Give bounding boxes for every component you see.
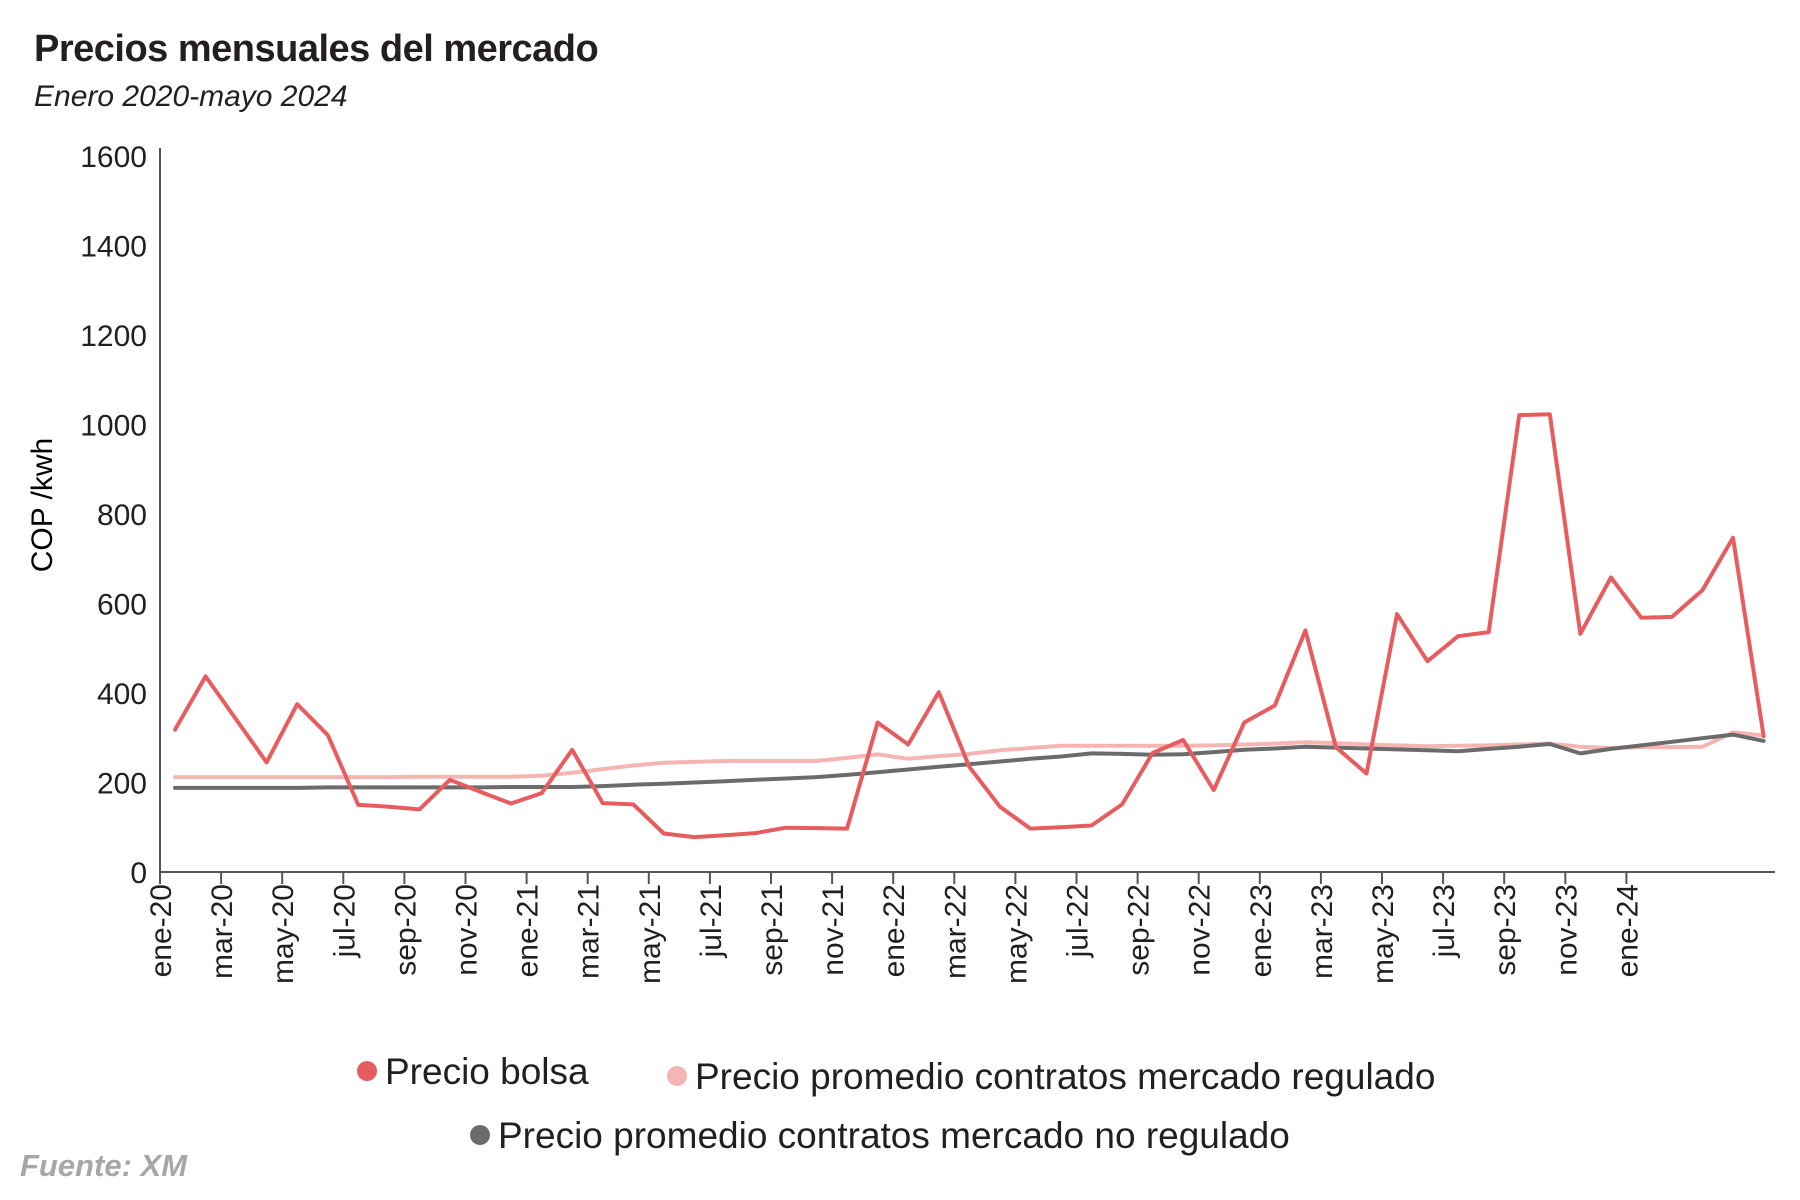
x-tick-label: may-21 — [634, 884, 667, 984]
x-tick-label: jul-20 — [328, 884, 361, 958]
x-tick-label: sep-23 — [1489, 884, 1522, 976]
x-tick-label: ene-22 — [878, 884, 911, 977]
legend-item-bolsa: Precio bolsa — [357, 1051, 589, 1092]
y-tick-label: 0 — [130, 857, 147, 890]
x-tick-label: ene-23 — [1245, 884, 1278, 977]
legend-marker-regulado — [667, 1066, 687, 1086]
series-line-bolsa — [173, 412, 1766, 840]
source-note: Fuente: XM — [20, 1148, 188, 1183]
legend-marker-bolsa — [357, 1061, 377, 1081]
x-tick-label: jul-21 — [695, 884, 728, 958]
chart-title: Precios mensuales del mercado — [34, 28, 599, 70]
x-tick-label: mar-22 — [939, 884, 972, 979]
legend: Precio bolsa Precio promedio contratos m… — [357, 1051, 1435, 1156]
x-tick-label: ene-24 — [1611, 884, 1644, 977]
x-tick-label: mar-23 — [1306, 884, 1339, 979]
x-tick-label: sep-20 — [389, 884, 422, 976]
legend-item-no-regulado: Precio promedio contratos mercado no reg… — [470, 1115, 1290, 1156]
x-tick-label: ene-21 — [512, 884, 545, 977]
x-tick-label: mar-20 — [206, 884, 239, 979]
x-tick-label: nov-21 — [817, 884, 850, 976]
y-tick-label: 200 — [97, 768, 147, 801]
x-tick-label: may-23 — [1367, 884, 1400, 984]
y-tick-label: 400 — [97, 678, 147, 711]
y-tick-label: 1000 — [80, 410, 147, 443]
y-tick-label: 1200 — [80, 320, 147, 353]
y-tick-label: 800 — [97, 499, 147, 532]
x-tick-label: jul-22 — [1062, 884, 1095, 958]
x-axis: ene-20 mar-20 may-20 jul-20 sep-20 nov-20 ene-… — [145, 871, 1775, 984]
x-tick-label: jul-23 — [1428, 884, 1461, 958]
y-tick-label: 1600 — [80, 141, 147, 174]
x-tick-label: may-22 — [1000, 884, 1033, 984]
y-axis-title: COP /kwh — [26, 438, 59, 573]
series-line-regulado — [173, 730, 1766, 780]
x-tick-label: ene-20 — [145, 884, 178, 977]
legend-label-no-regulado: Precio promedio contratos mercado no reg… — [498, 1115, 1290, 1156]
chart-subtitle: Enero 2020-mayo 2024 — [34, 80, 348, 113]
y-tick-label: 600 — [97, 589, 147, 622]
y-tick-label: 1400 — [80, 231, 147, 264]
x-tick-label: sep-21 — [756, 884, 789, 976]
x-tick-label: mar-21 — [573, 884, 606, 979]
legend-item-regulado: Precio promedio contratos mercado regula… — [667, 1056, 1435, 1097]
x-tick-label: nov-22 — [1184, 884, 1217, 976]
x-tick-label: nov-23 — [1550, 884, 1583, 976]
series-lines — [173, 412, 1766, 840]
x-tick-label: sep-22 — [1123, 884, 1156, 976]
legend-label-bolsa: Precio bolsa — [385, 1051, 589, 1092]
y-axis: 0 200 400 600 800 1000 1200 1400 1600 — [80, 141, 161, 890]
legend-marker-no-regulado — [470, 1125, 490, 1145]
x-tick-label: nov-20 — [451, 884, 484, 976]
legend-label-regulado: Precio promedio contratos mercado regula… — [695, 1056, 1435, 1097]
x-tick-label: may-20 — [267, 884, 300, 984]
